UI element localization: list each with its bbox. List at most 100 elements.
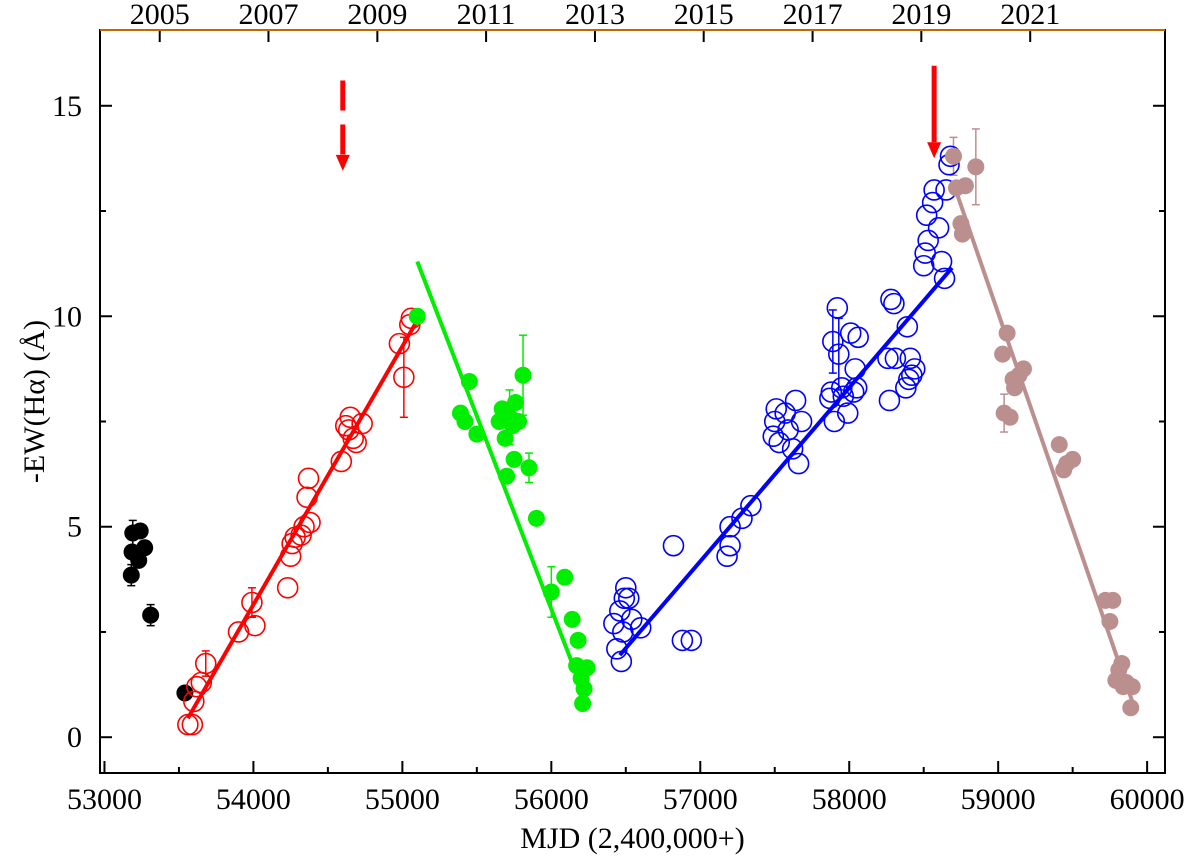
- data-point-series-2: [520, 459, 538, 477]
- data-point-series-1: [351, 412, 373, 435]
- data-point-series-1: [339, 406, 362, 429]
- data-point-series-3: [883, 292, 905, 315]
- data-point-series-4: [994, 345, 1012, 363]
- data-point-series-3: [620, 608, 643, 631]
- data-point-series-3: [845, 377, 868, 399]
- data-point-series-1: [276, 576, 299, 599]
- top-year-label: 2015: [674, 0, 734, 31]
- data-point-series-1: [293, 515, 315, 538]
- top-year-label: 2005: [130, 0, 190, 31]
- x-tick-label: 60000: [1110, 783, 1185, 816]
- data-point-series-3: [787, 452, 810, 475]
- data-point-series-3: [614, 576, 637, 599]
- data-point-series-3: [629, 616, 652, 639]
- data-point-series-3: [912, 254, 935, 277]
- data-point-series-3: [898, 368, 920, 391]
- data-point-series-2: [574, 695, 592, 713]
- data-point-series-3: [762, 425, 785, 448]
- data-point-series-3: [820, 381, 843, 403]
- top-year-label: 2021: [1000, 0, 1060, 31]
- data-point-series-2: [563, 610, 581, 628]
- data-point-series-0: [142, 606, 160, 624]
- data-point-series-1: [194, 652, 217, 675]
- x-tick-label: 55000: [365, 783, 440, 816]
- arrow-head-series-1: [335, 154, 350, 171]
- data-point-series-2: [507, 394, 525, 412]
- data-point-series-1: [244, 614, 266, 637]
- data-point-series-2: [569, 631, 587, 649]
- data-point-series-2: [496, 429, 514, 447]
- data-point-series-3: [827, 343, 850, 365]
- data-point-series-2: [408, 307, 426, 325]
- y-axis-label: -EW(Hα) (Å): [18, 320, 51, 483]
- data-point-series-3: [842, 381, 865, 403]
- data-points: [122, 145, 1141, 736]
- data-point-series-3: [930, 250, 953, 273]
- x-tick-label: 54000: [216, 783, 291, 816]
- data-point-series-3: [895, 377, 917, 399]
- data-point-series-3: [719, 515, 741, 538]
- data-point-series-3: [933, 267, 956, 290]
- data-point-series-3: [662, 534, 685, 557]
- data-point-series-3: [830, 377, 853, 399]
- data-point-series-3: [847, 326, 869, 349]
- data-point-series-3: [781, 438, 804, 460]
- data-point-series-1: [388, 332, 411, 355]
- data-point-series-1: [241, 591, 263, 614]
- data-point-series-2: [575, 680, 593, 698]
- data-point-series-4: [1123, 678, 1141, 696]
- data-point-series-4: [953, 225, 971, 243]
- data-point-series-3: [716, 545, 738, 568]
- data-point-series-3: [832, 385, 855, 408]
- data-point-series-3: [610, 650, 633, 673]
- arrow-head-series-3: [927, 142, 942, 159]
- fit-line-series-3: [618, 266, 954, 657]
- x-tick-label: 59000: [961, 783, 1036, 816]
- data-point-series-4: [956, 177, 974, 195]
- data-point-series-0: [122, 566, 140, 584]
- data-point-series-0: [176, 684, 194, 702]
- x-axis-label: MJD (2,400,000+): [520, 822, 744, 855]
- data-point-series-1: [297, 467, 320, 490]
- data-point-series-1: [227, 621, 250, 643]
- data-point-series-3: [790, 410, 813, 433]
- data-point-series-4: [944, 147, 962, 165]
- data-point-series-1: [299, 511, 321, 534]
- y-tick-label: 5: [67, 511, 82, 544]
- data-point-series-1: [393, 366, 415, 389]
- data-point-series-4: [1064, 450, 1082, 468]
- data-point-series-3: [844, 358, 866, 380]
- data-point-series-4: [1122, 699, 1140, 717]
- data-point-series-1: [296, 486, 318, 509]
- data-point-series-2: [460, 373, 478, 391]
- data-point-series-3: [784, 389, 807, 412]
- data-point-series-2: [556, 568, 574, 586]
- data-point-series-1: [183, 690, 205, 713]
- data-point-series-2: [514, 366, 532, 384]
- top-year-label: 2019: [891, 0, 951, 31]
- top-year-label: 2017: [783, 0, 843, 31]
- data-point-series-4: [967, 158, 985, 176]
- data-point-series-3: [823, 410, 846, 433]
- data-point-series-2: [505, 450, 523, 468]
- data-point-series-0: [136, 539, 154, 557]
- data-point-series-3: [617, 587, 640, 610]
- data-point-series-3: [671, 629, 694, 652]
- y-tick-label: 0: [67, 721, 82, 754]
- data-point-series-3: [896, 315, 919, 338]
- data-point-series-3: [822, 330, 844, 353]
- data-point-series-1: [181, 713, 204, 736]
- x-tick-label: 53000: [67, 783, 142, 816]
- data-point-series-2: [456, 412, 474, 430]
- data-point-series-2: [498, 467, 516, 485]
- top-year-label: 2007: [238, 0, 298, 31]
- top-year-label: 2013: [565, 0, 625, 31]
- data-point-series-0: [131, 522, 149, 540]
- data-point-series-2: [542, 583, 560, 601]
- data-point-series-3: [606, 638, 628, 660]
- data-point-series-3: [680, 629, 703, 652]
- x-tick-label: 56000: [514, 783, 589, 816]
- data-point-series-3: [921, 191, 944, 214]
- top-year-label: 2011: [457, 0, 516, 31]
